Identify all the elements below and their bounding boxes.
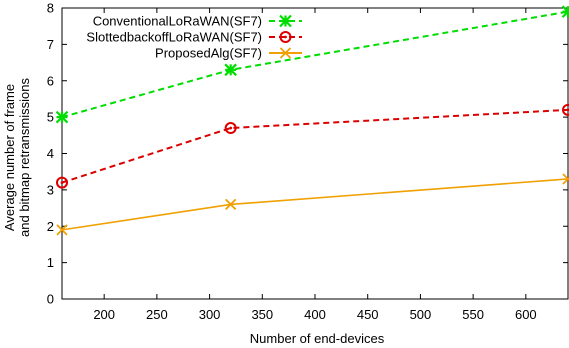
legend-label-3: ProposedAlg(SF7): [155, 46, 262, 61]
x-tick-label: 600: [515, 307, 537, 322]
data-point-series-1: [224, 63, 237, 77]
y-tick-label: 7: [47, 37, 54, 52]
data-point-series-1: [55, 110, 69, 124]
x-tick-label: 400: [304, 307, 326, 322]
data-point-series-3: [225, 198, 237, 211]
y-tick-label: 6: [47, 73, 54, 88]
plot-frame: [61, 7, 569, 300]
x-tick-label: 300: [199, 307, 221, 322]
x-tick-label: 550: [462, 307, 484, 322]
x-tick-label: 450: [357, 307, 379, 322]
y-axis-title: and bitmap retransmissions: [17, 78, 32, 237]
y-tick-label: 4: [47, 146, 54, 161]
y-tick-label: 0: [47, 292, 54, 307]
series-line-3: [61, 178, 569, 231]
x-tick-label: 200: [93, 307, 115, 322]
series-line-2: [61, 108, 569, 184]
y-axis-title: Average number of frame: [2, 84, 17, 231]
y-tick-label: 2: [47, 219, 54, 234]
legend-marker-2: [279, 31, 292, 43]
x-tick-label: 500: [410, 307, 432, 322]
y-tick-label: 3: [47, 182, 54, 197]
data-point-series-2: [56, 176, 68, 189]
x-tick-label: 250: [146, 307, 168, 322]
data-point-series-3: [56, 224, 68, 236]
legend-label-2: SlottedbackoffLoRaWAN(SF7): [86, 30, 262, 45]
x-axis-title: Number of end-devices: [250, 331, 385, 346]
data-point-series-1: [561, 5, 569, 18]
series-layer: [55, 5, 569, 236]
y-tick-label: 5: [47, 110, 54, 125]
y-tick-label: 1: [47, 255, 54, 270]
data-point-series-3: [562, 173, 569, 185]
legend: ConventionalLoRaWAN(SF7)SlottedbackoffLo…: [86, 14, 302, 61]
y-tick-label: 8: [47, 1, 54, 16]
legend-marker-1: [279, 14, 292, 28]
legend-marker-3: [279, 47, 292, 59]
x-tick-label: 350: [251, 307, 273, 322]
data-point-series-2: [224, 122, 237, 135]
legend-label-1: ConventionalLoRaWAN(SF7): [93, 14, 262, 29]
data-point-series-2: [562, 103, 569, 116]
